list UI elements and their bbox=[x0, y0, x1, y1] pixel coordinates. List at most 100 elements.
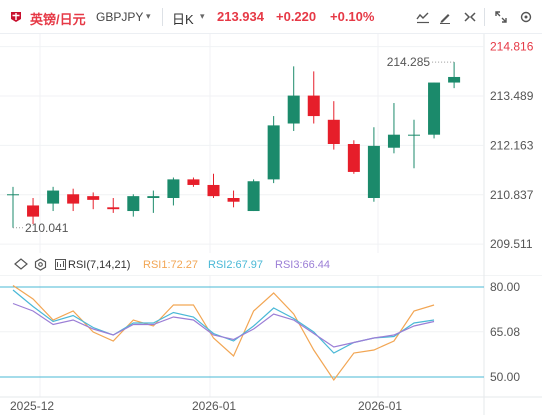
period-selector[interactable]: 日K bbox=[172, 12, 194, 27]
candle-body bbox=[227, 198, 240, 202]
candle[interactable] bbox=[448, 62, 461, 89]
period-dropdown-icon[interactable]: ▾ bbox=[200, 11, 205, 21]
candle-body bbox=[187, 179, 200, 185]
time-axis: 2025-12 2026-01 2026-01 bbox=[10, 399, 402, 413]
rsi-series-rsi3 bbox=[12, 302, 435, 348]
rsi-axis: 80.00 65.08 50.00 bbox=[490, 280, 520, 384]
time-tick-label: 2026-01 bbox=[192, 399, 236, 413]
rsi-tick-label: 65.08 bbox=[490, 325, 520, 339]
candle-body bbox=[387, 134, 400, 148]
fullscreen-button[interactable] bbox=[492, 8, 510, 26]
symbol-dropdown-icon[interactable]: ▾ bbox=[146, 11, 151, 21]
compare-button[interactable] bbox=[461, 8, 479, 26]
candle[interactable] bbox=[347, 140, 360, 174]
candle-body bbox=[287, 95, 300, 124]
candle[interactable] bbox=[367, 127, 380, 202]
symbol-code[interactable]: GBPJPY bbox=[96, 10, 144, 24]
candle[interactable] bbox=[7, 186, 19, 228]
rsi-tick-label: 80.00 bbox=[490, 280, 520, 294]
candle[interactable] bbox=[327, 101, 340, 150]
symbol-name[interactable]: 英镑/日元 bbox=[30, 12, 86, 27]
candle-body bbox=[87, 196, 100, 200]
candle[interactable] bbox=[147, 190, 160, 213]
candle[interactable] bbox=[408, 119, 420, 169]
uk-flag-icon bbox=[11, 12, 21, 22]
candle[interactable] bbox=[227, 190, 240, 208]
candle-body bbox=[27, 205, 40, 217]
price-axis: 214.816 213.489 212.163 210.837 209.511 bbox=[490, 40, 534, 252]
candle-body bbox=[167, 179, 180, 198]
candle[interactable] bbox=[307, 71, 320, 124]
candle[interactable] bbox=[47, 186, 60, 212]
time-tick-label: 2025-12 bbox=[10, 399, 54, 413]
rsi2-legend: RSI2:67.97 bbox=[208, 259, 264, 271]
line-chart-icon bbox=[416, 12, 429, 24]
rsi-tick-label: 50.00 bbox=[490, 370, 520, 384]
rsi-series-rsi1 bbox=[12, 285, 435, 382]
candle[interactable] bbox=[387, 103, 400, 154]
toolbar-divider bbox=[484, 8, 485, 26]
checkbox-icon[interactable] bbox=[55, 259, 66, 270]
candle-body bbox=[47, 190, 60, 204]
annotations: 214.285 210.041 bbox=[13, 55, 455, 235]
candle[interactable] bbox=[428, 82, 441, 139]
rsi-grid bbox=[0, 275, 542, 415]
price-tick-label: 212.163 bbox=[490, 138, 534, 152]
candle-body bbox=[7, 194, 19, 196]
gear-icon[interactable] bbox=[34, 258, 47, 271]
fullscreen-icon bbox=[495, 11, 507, 23]
gear-icon bbox=[520, 11, 532, 23]
candle[interactable] bbox=[107, 198, 120, 213]
candle[interactable] bbox=[287, 66, 300, 131]
chart-grid bbox=[0, 34, 485, 287]
candle[interactable] bbox=[187, 177, 200, 187]
settings-button[interactable] bbox=[517, 8, 535, 26]
time-tick-label: 2026-01 bbox=[358, 399, 402, 413]
candle[interactable] bbox=[87, 192, 100, 210]
candle[interactable] bbox=[27, 198, 40, 225]
price-tick-label: 209.511 bbox=[490, 237, 533, 251]
price-tick-label: 213.489 bbox=[490, 89, 534, 103]
last-price: 213.934 bbox=[217, 9, 264, 24]
low-label: 210.041 bbox=[25, 221, 69, 235]
candle-body bbox=[147, 196, 160, 198]
candle-body bbox=[127, 196, 140, 212]
price-change-pct: +0.10% bbox=[330, 9, 375, 24]
rsi-title: RSI(7,14,21) bbox=[68, 259, 131, 271]
candle[interactable] bbox=[207, 173, 220, 198]
indicator-button[interactable] bbox=[414, 8, 432, 26]
rsi1-legend: RSI1:72.27 bbox=[143, 259, 199, 271]
candle-body bbox=[67, 194, 80, 204]
candle-body bbox=[327, 119, 340, 144]
price-tick-label: 210.837 bbox=[490, 188, 534, 202]
candle-body bbox=[347, 144, 360, 172]
high-label: 214.285 bbox=[387, 55, 431, 69]
compare-icon bbox=[464, 12, 476, 22]
candle-body bbox=[448, 76, 461, 83]
candle[interactable] bbox=[247, 179, 260, 212]
candle[interactable] bbox=[127, 194, 140, 217]
candle[interactable] bbox=[167, 177, 180, 206]
candle-body bbox=[428, 82, 441, 135]
candle-body bbox=[207, 184, 220, 197]
rsi-chart[interactable]: 80.00 65.08 50.00 2025-12 2026-01 2026-01 bbox=[0, 275, 542, 415]
price-change: +0.220 bbox=[276, 9, 317, 24]
candle-body bbox=[367, 145, 380, 198]
candles bbox=[7, 62, 461, 228]
candle-body bbox=[267, 125, 280, 180]
candle[interactable] bbox=[267, 116, 280, 184]
price-tick-label: 214.816 bbox=[490, 40, 534, 54]
rsi3-legend: RSI3:66.44 bbox=[275, 259, 331, 271]
rsi-lines bbox=[12, 285, 435, 382]
candle-body bbox=[307, 95, 320, 117]
candle-body bbox=[107, 207, 120, 210]
eye-icon[interactable] bbox=[14, 258, 28, 270]
draw-button[interactable] bbox=[436, 8, 454, 26]
toolbar-divider bbox=[162, 8, 163, 26]
candle-body bbox=[247, 181, 260, 212]
candlestick-chart[interactable]: 214.285 210.041 214.816 213.489 212.163 210.… bbox=[0, 34, 542, 287]
candle-body bbox=[408, 134, 420, 136]
draw-icon bbox=[440, 14, 450, 24]
chart-toolbar: 英镑/日元 GBPJPY ▾ 日K ▾ 213.934 +0.220 +0.10… bbox=[0, 0, 542, 34]
candle[interactable] bbox=[67, 188, 80, 212]
